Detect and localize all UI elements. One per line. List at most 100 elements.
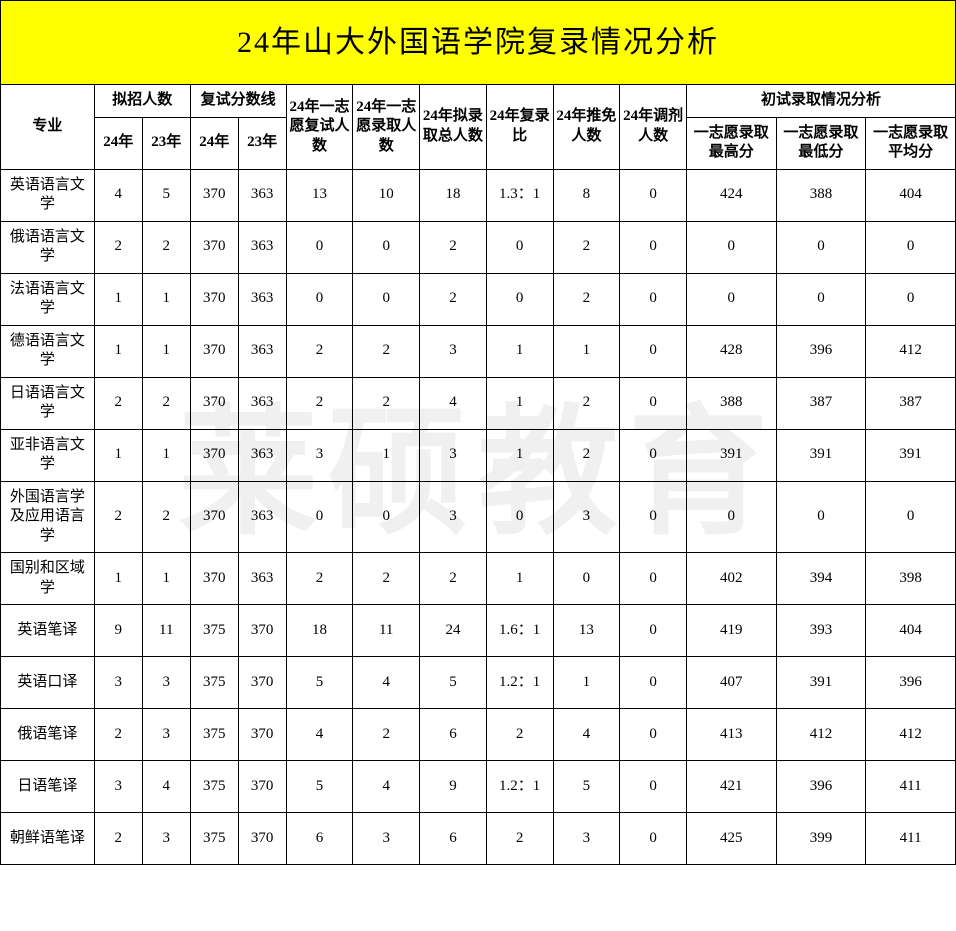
cell-max: 421	[686, 761, 776, 813]
col-cutoff-24: 24年	[190, 117, 238, 169]
cell-tot: 24	[420, 605, 487, 657]
cell-ratio: 2	[486, 709, 553, 761]
col-admit-count: 24年一志愿录取人数	[353, 85, 420, 170]
cell-major: 英语笔译	[1, 605, 95, 657]
cell-rt: 0	[286, 273, 353, 325]
page-container: 莱硕教育 24年山大外国语学院复录情况分析 专业 拟招人数 复试分数线 24年一…	[0, 0, 956, 865]
cell-major: 日语笔译	[1, 761, 95, 813]
cell-c23: 363	[238, 221, 286, 273]
cell-c24: 375	[190, 605, 238, 657]
cell-tm: 5	[553, 761, 620, 813]
cell-c23: 363	[238, 325, 286, 377]
cell-max: 407	[686, 657, 776, 709]
cell-rt: 4	[286, 709, 353, 761]
cell-tot: 4	[420, 377, 487, 429]
cell-c23: 363	[238, 553, 286, 605]
cell-avg: 0	[866, 221, 956, 273]
cell-ratio: 1	[486, 553, 553, 605]
col-retest-count: 24年一志愿复试人数	[286, 85, 353, 170]
table-body: 英语语言文学453703631310181.3：180424388404俄语语言…	[1, 169, 956, 865]
cell-p23: 11	[142, 605, 190, 657]
cell-avg: 411	[866, 761, 956, 813]
cell-min: 412	[776, 709, 866, 761]
cell-ad: 10	[353, 169, 420, 221]
cell-p23: 2	[142, 481, 190, 553]
cell-tj: 0	[620, 325, 687, 377]
cell-p24: 2	[94, 377, 142, 429]
col-avg: 一志愿录取 平均分	[866, 117, 956, 169]
cell-c24: 370	[190, 273, 238, 325]
cell-p23: 1	[142, 325, 190, 377]
cell-tot: 5	[420, 657, 487, 709]
cell-tj: 0	[620, 657, 687, 709]
cell-ratio: 2	[486, 813, 553, 865]
table-row: 英语口译333753705451.2：110407391396	[1, 657, 956, 709]
table-row: 亚非语言文学11370363313120391391391	[1, 429, 956, 481]
cell-tot: 6	[420, 709, 487, 761]
cell-c23: 363	[238, 377, 286, 429]
cell-major: 德语语言文学	[1, 325, 95, 377]
cell-tot: 3	[420, 325, 487, 377]
cell-min: 0	[776, 273, 866, 325]
cell-p23: 2	[142, 377, 190, 429]
cell-ratio: 1.2：1	[486, 761, 553, 813]
cell-min: 391	[776, 429, 866, 481]
cell-c24: 370	[190, 325, 238, 377]
cell-tm: 0	[553, 553, 620, 605]
cell-major: 亚非语言文学	[1, 429, 95, 481]
col-cutoff-23: 23年	[238, 117, 286, 169]
cell-major: 日语语言文学	[1, 377, 95, 429]
cell-rt: 2	[286, 325, 353, 377]
cell-ad: 1	[353, 429, 420, 481]
table-title: 24年山大外国语学院复录情况分析	[1, 1, 956, 85]
cell-ad: 2	[353, 709, 420, 761]
cell-tj: 0	[620, 221, 687, 273]
cell-rt: 5	[286, 657, 353, 709]
cell-ad: 0	[353, 273, 420, 325]
table-row: 法语语言文学11370363002020000	[1, 273, 956, 325]
col-tuimian: 24年推免人数	[553, 85, 620, 170]
cell-c24: 370	[190, 169, 238, 221]
cell-tot: 2	[420, 273, 487, 325]
table-row: 俄语笔译23375370426240413412412	[1, 709, 956, 761]
cell-p24: 1	[94, 429, 142, 481]
col-ratio: 24年复录比	[486, 85, 553, 170]
col-analysis: 初试录取情况分析	[686, 85, 955, 118]
cell-max: 0	[686, 273, 776, 325]
cell-major: 英语语言文学	[1, 169, 95, 221]
table-row: 朝鲜语笔译23375370636230425399411	[1, 813, 956, 865]
cell-p24: 2	[94, 481, 142, 553]
cell-min: 0	[776, 221, 866, 273]
cell-tm: 2	[553, 273, 620, 325]
col-plan-24: 24年	[94, 117, 142, 169]
cell-tot: 6	[420, 813, 487, 865]
cell-p23: 4	[142, 761, 190, 813]
cell-ad: 3	[353, 813, 420, 865]
cell-major: 英语口译	[1, 657, 95, 709]
cell-tot: 2	[420, 553, 487, 605]
cell-tj: 0	[620, 709, 687, 761]
table-row: 日语语言文学22370363224120388387387	[1, 377, 956, 429]
cell-avg: 412	[866, 709, 956, 761]
cell-p23: 3	[142, 709, 190, 761]
cell-rt: 2	[286, 553, 353, 605]
cell-c24: 370	[190, 429, 238, 481]
cell-rt: 18	[286, 605, 353, 657]
cell-tj: 0	[620, 553, 687, 605]
cell-c24: 375	[190, 657, 238, 709]
cell-p23: 1	[142, 273, 190, 325]
cell-ad: 0	[353, 481, 420, 553]
cell-max: 419	[686, 605, 776, 657]
cell-ad: 2	[353, 553, 420, 605]
cell-major: 俄语笔译	[1, 709, 95, 761]
cell-min: 388	[776, 169, 866, 221]
cell-ratio: 1.3：1	[486, 169, 553, 221]
cell-major: 俄语语言文学	[1, 221, 95, 273]
cell-p23: 1	[142, 553, 190, 605]
cell-c23: 370	[238, 761, 286, 813]
table-row: 英语笔译9113753701811241.6：1130419393404	[1, 605, 956, 657]
cell-ad: 2	[353, 377, 420, 429]
col-max: 一志愿录取 最高分	[686, 117, 776, 169]
cell-c24: 370	[190, 221, 238, 273]
cell-max: 424	[686, 169, 776, 221]
